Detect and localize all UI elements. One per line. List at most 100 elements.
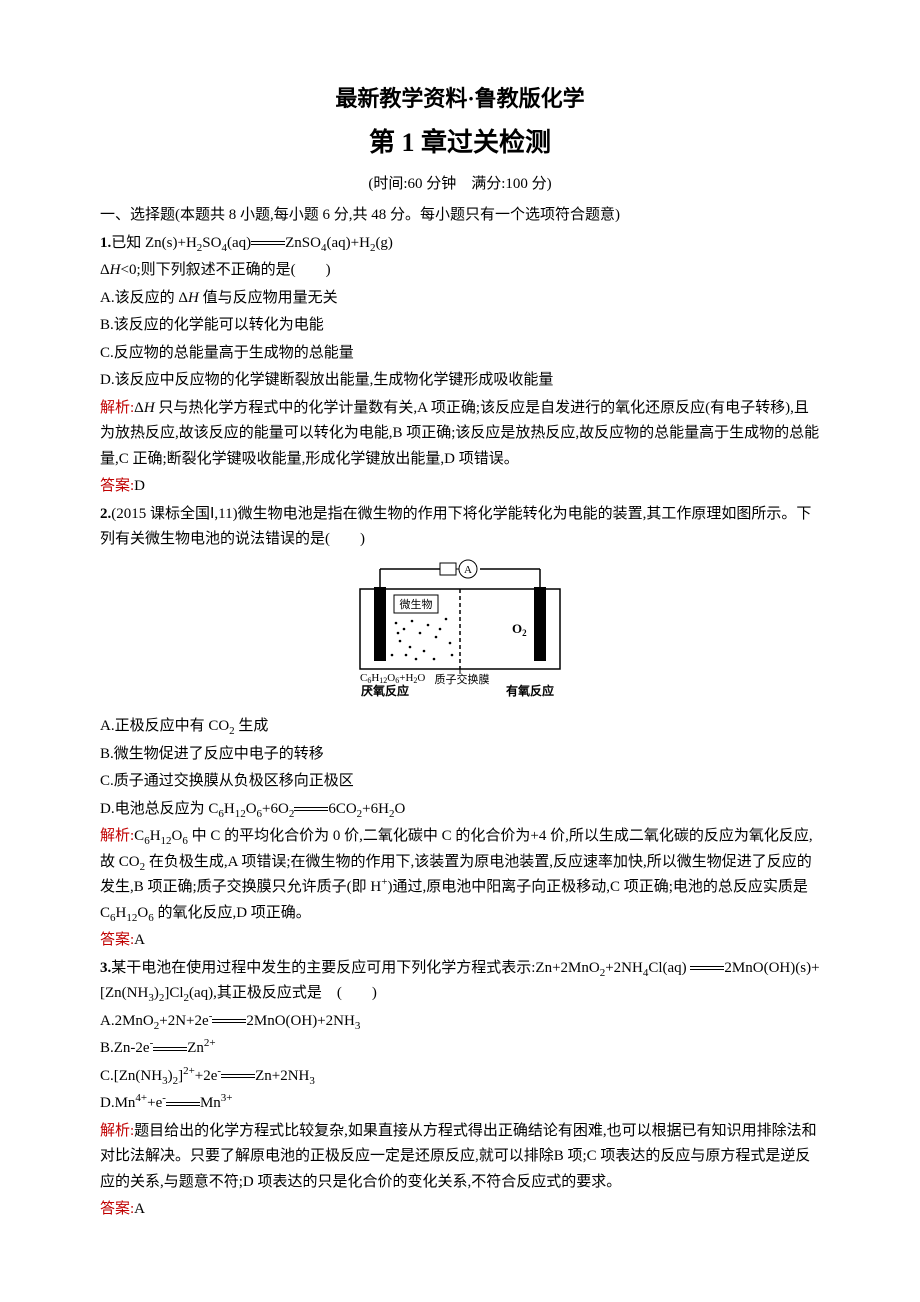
q2-text: (2015 课标全国Ⅰ,11)微生物电池是指在微生物的作用下将化学能转化为电能的…: [100, 506, 811, 548]
analysis-label: 解析:: [100, 828, 134, 844]
microbe-label: 微生物: [400, 597, 433, 611]
q2-optA: A.正极反应中有 CO2 生成: [100, 714, 820, 740]
q1-text: (aq)+H: [326, 235, 369, 251]
q2-optD-h2o-h: +6H: [362, 801, 389, 817]
sub-title: 第 1 章过关检测: [100, 121, 820, 165]
q2-number: 2.: [100, 506, 111, 522]
italic-h: H: [144, 400, 155, 416]
q1-ana-pre: Δ: [134, 400, 144, 416]
reaction-arrow: [153, 1044, 187, 1054]
q3-optA-pre: A.2MnO: [100, 1013, 154, 1029]
sup-2plus: 2+: [183, 1065, 195, 1077]
q2-optD-o2: +6O: [262, 801, 289, 817]
time-info: (时间:60 分钟 满分:100 分): [100, 172, 820, 198]
q3-answer: 答案:A: [100, 1197, 820, 1223]
q1-answer: 答案:D: [100, 474, 820, 500]
q1-dh-rest: <0;则下列叙述不正确的是( ): [121, 262, 331, 278]
q2-optD-h2o-o: O: [394, 801, 405, 817]
q3-optD-prod: Mn: [200, 1095, 221, 1111]
anaerobic-label: 厌氧反应: [361, 683, 409, 698]
q1-text: ZnSO: [285, 235, 321, 251]
microbial-cell-diagram: A 微生物 O2 C6H12O6+H2O 厌氧反应 质子交换膜 有氧反应: [340, 559, 580, 699]
reaction-arrow: [212, 1016, 246, 1026]
q2-optD: D.电池总反应为 C6H12O6+6O26CO2+6H2O: [100, 797, 820, 823]
q3-stem-pre: 某干电池在使用过程中发生的主要反应可用下列化学方程式表示:Zn+2MnO: [111, 960, 599, 976]
q3-optD-e: +e: [147, 1095, 162, 1111]
q1-stem-line1: 1.已知 Zn(s)+H2SO4(aq)ZnSO4(aq)+H2(g): [100, 231, 820, 257]
analysis-label: 解析:: [100, 400, 134, 416]
q2-answer: 答案:A: [100, 928, 820, 954]
q2-optC: C.质子通过交换膜从负极区移向正极区: [100, 769, 820, 795]
reaction-arrow: [294, 804, 328, 814]
q1-text: 已知 Zn(s)+H: [111, 235, 197, 251]
q2-ana-c: C: [134, 828, 144, 844]
o2-label: O2: [512, 621, 527, 638]
q2-ana-o: O: [172, 828, 183, 844]
q3-optC: C.[Zn(NH3)2]2++2e-Zn+2NH3: [100, 1064, 820, 1090]
q2-optD-o: O: [246, 801, 257, 817]
q3-optD: D.Mn4++e-Mn3+: [100, 1091, 820, 1117]
q3-optA-prod: 2MnO(OH)+2NH: [246, 1013, 354, 1029]
q1-stem-line2: ΔH<0;则下列叙述不正确的是( ): [100, 258, 820, 284]
q1-ana-body: 只与热化学方程式中的化学计量数有关,A 项正确;该反应是自发进行的氧化还原反应(…: [100, 400, 819, 467]
q3-stem-mid: +2NH: [605, 960, 643, 976]
q3-optC-pre: C.[Zn(NH: [100, 1068, 162, 1084]
q1-analysis: 解析:ΔH 只与热化学方程式中的化学计量数有关,A 项正确;该反应是自发进行的氧…: [100, 396, 820, 473]
aerobic-label: 有氧反应: [506, 683, 554, 698]
sub-12: 12: [126, 912, 137, 924]
section-heading: 一、选择题(本题共 8 小题,每小题 6 分,共 48 分。每小题只有一个选项符…: [100, 203, 820, 229]
q3-optB: B.Zn-2e-Zn2+: [100, 1036, 820, 1062]
q2-optA-pre: A.正极反应中有 CO: [100, 718, 229, 734]
reaction-arrow: [690, 963, 724, 973]
ammeter-label: A: [464, 564, 472, 576]
q2-optD-h: H: [224, 801, 235, 817]
q2-ana-h: H: [150, 828, 161, 844]
q1-text: (aq): [227, 235, 251, 251]
main-title: 最新教学资料·鲁教版化学: [100, 80, 820, 117]
answer-label: 答案:: [100, 1201, 134, 1217]
q2-analysis: 解析:C6H12O6 中 C 的平均化合价为 0 价,二氧化碳中 C 的化合价为…: [100, 824, 820, 926]
italic-h: H: [188, 290, 199, 306]
q2-optD-c: D.电池总反应为 C: [100, 801, 218, 817]
q1-optA: A.该反应的 ΔH 值与反应物用量无关: [100, 286, 820, 312]
membrane-label: 质子交换膜: [435, 672, 490, 686]
analysis-label: 解析:: [100, 1123, 134, 1139]
q2-optB: B.微生物促进了反应中电子的转移: [100, 742, 820, 768]
q3-optA-mid: +2N+2e: [159, 1013, 208, 1029]
q2-stem: 2.(2015 课标全国Ⅰ,11)微生物电池是指在微生物的作用下将化学能转化为电…: [100, 502, 820, 553]
q2-optD-co2: 6CO: [328, 801, 356, 817]
sup-3plus: 3+: [221, 1092, 233, 1104]
q1-optD: D.该反应中反应物的化学键断裂放出能量,生成物化学键形成吸收能量: [100, 368, 820, 394]
q2-optA-post: 生成: [235, 718, 269, 734]
q2-answer-value: A: [134, 932, 145, 948]
answer-label: 答案:: [100, 932, 134, 948]
q3-analysis-body: 题目给出的化学方程式比较复杂,如果直接从方程式得出正确结论有困难,也可以根据已有…: [100, 1123, 817, 1190]
reaction-arrow: [251, 238, 285, 248]
q3-optC-e: +2e: [195, 1068, 218, 1084]
q3-optA: A.2MnO2+2N+2e-2MnO(OH)+2NH3: [100, 1009, 820, 1035]
reaction-arrow: [166, 1099, 200, 1109]
q3-optB-prod: Zn: [187, 1040, 204, 1056]
italic-h: H: [110, 262, 121, 278]
q2-figure: A 微生物 O2 C6H12O6+H2O 厌氧反应 质子交换膜 有氧反应: [100, 559, 820, 709]
q1-optB: B.该反应的化学能可以转化为电能: [100, 313, 820, 339]
q2-ana-h2: H: [116, 905, 127, 921]
sup-4plus: 4+: [135, 1092, 147, 1104]
q1-text: SO: [202, 235, 221, 251]
q1-optA-post: 值与反应物用量无关: [199, 290, 338, 306]
q3-stem-tail: (aq),其正极反应式是 ( ): [189, 985, 377, 1001]
q3-answer-value: A: [134, 1201, 145, 1217]
delta: Δ: [100, 262, 110, 278]
sub-3: 3: [355, 1020, 361, 1032]
sub-12: 12: [235, 808, 246, 820]
q1-answer-value: D: [134, 478, 145, 494]
q3-optC-prod: Zn+2NH: [255, 1068, 309, 1084]
reaction-arrow: [221, 1071, 255, 1081]
q3-optD-pre: D.Mn: [100, 1095, 135, 1111]
q1-optA-pre: A.该反应的 Δ: [100, 290, 188, 306]
sub-12: 12: [161, 835, 172, 847]
q3-stem-cl: ]Cl: [164, 985, 183, 1001]
sub-3: 3: [309, 1075, 315, 1087]
answer-label: 答案:: [100, 478, 134, 494]
q1-text: (g): [375, 235, 393, 251]
